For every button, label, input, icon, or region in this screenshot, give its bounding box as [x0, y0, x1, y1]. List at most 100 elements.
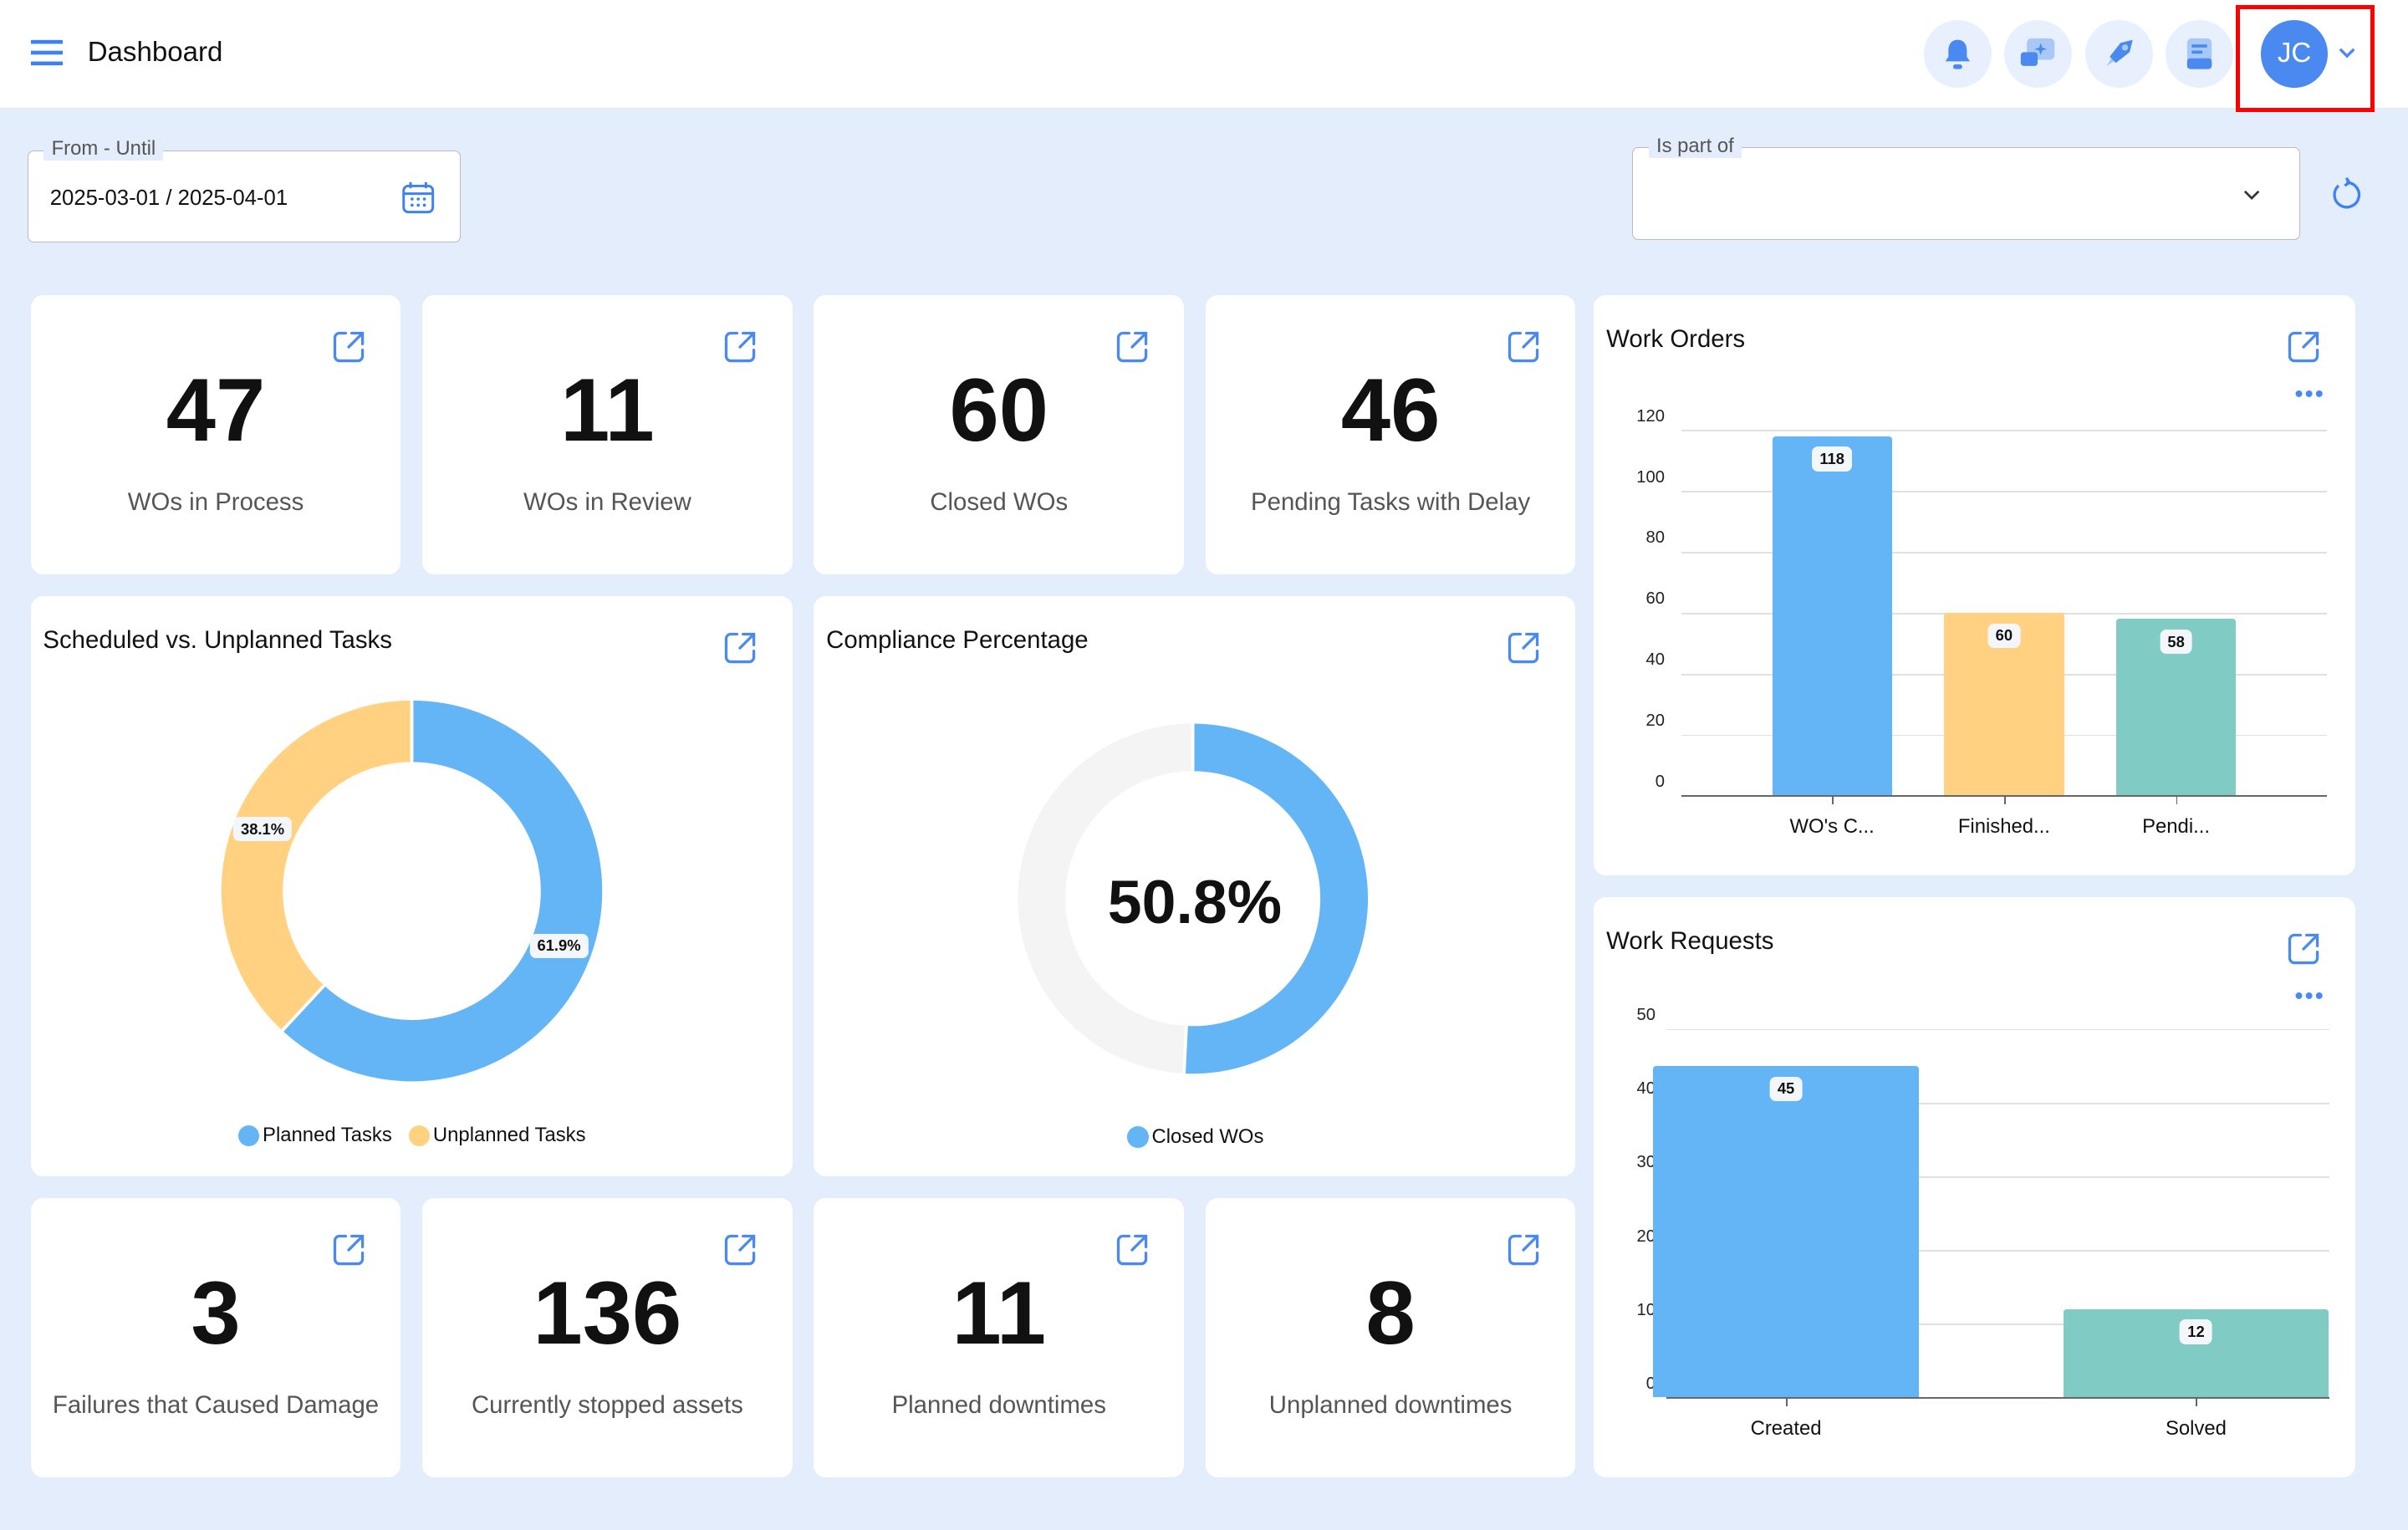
- open-external-icon[interactable]: [1114, 1232, 1150, 1268]
- highlight-box: [2236, 4, 2375, 113]
- kpi-card[interactable]: 8 Unplanned downtimes: [1205, 1197, 1576, 1477]
- rocket-button[interactable]: [2085, 19, 2154, 88]
- y-tick-label: 0: [1645, 1374, 1656, 1393]
- y-tick-label: 0: [1655, 772, 1665, 791]
- chevron-down-icon: [2243, 190, 2259, 200]
- ai-chat-button[interactable]: [2003, 19, 2072, 88]
- data-label: 60: [1987, 623, 2021, 649]
- kpi-value: 11: [951, 1262, 1047, 1363]
- legend-label: Unplanned Tasks: [432, 1124, 586, 1147]
- is-part-of-label: Is part of: [1648, 134, 1742, 158]
- kpi-card[interactable]: 60 Closed WOs: [814, 294, 1185, 574]
- y-tick-label: 40: [1636, 1079, 1656, 1099]
- calendar-icon[interactable]: [401, 181, 435, 214]
- kpi-card[interactable]: 136 Currently stopped assets: [422, 1197, 793, 1477]
- data-label: 61.9%: [529, 933, 589, 959]
- legend-item-planned[interactable]: Planned Tasks: [237, 1124, 392, 1147]
- donut-slice[interactable]: [1182, 720, 1372, 1077]
- open-external-icon[interactable]: [1114, 329, 1150, 365]
- legend-item-unplanned[interactable]: Unplanned Tasks: [408, 1124, 586, 1147]
- more-options-icon[interactable]: •••: [2294, 982, 2325, 1011]
- y-tick-label: 80: [1645, 528, 1665, 548]
- page-title: Dashboard: [87, 37, 223, 69]
- open-external-icon[interactable]: [330, 329, 367, 365]
- kpi-label: WOs in Review: [523, 488, 691, 517]
- kpi-value: 46: [1340, 360, 1441, 460]
- y-tick-label: 40: [1645, 650, 1665, 670]
- kpi-card[interactable]: 47 WOs in Process: [30, 294, 401, 574]
- bar[interactable]: [1653, 1065, 1919, 1398]
- x-tick: [1786, 1397, 1788, 1407]
- kpi-label: WOs in Process: [127, 488, 304, 517]
- kpi-value: 11: [560, 360, 655, 460]
- gridline: [1666, 1176, 2330, 1178]
- card-title: Work Orders: [1606, 325, 1746, 354]
- y-tick-label: 10: [1636, 1300, 1656, 1319]
- kpi-value: 47: [166, 360, 266, 460]
- donut-remainder[interactable]: [1015, 720, 1195, 1077]
- docs-button[interactable]: [2165, 19, 2233, 88]
- y-tick-label: 50: [1636, 1006, 1656, 1025]
- x-tick-label: WO's C...: [1789, 815, 1875, 839]
- open-external-icon[interactable]: [722, 630, 758, 666]
- more-options-icon[interactable]: •••: [2294, 380, 2325, 409]
- compliance-card: Compliance Percentage 50.8% Closed WOs: [814, 595, 1576, 1176]
- kpi-label: Failures that Caused Damage: [52, 1391, 380, 1420]
- chevron-down-icon[interactable]: [2339, 48, 2355, 60]
- open-external-icon[interactable]: [2285, 329, 2322, 365]
- data-label: 118: [1812, 446, 1853, 472]
- bar-chart: 0 10 20 30 40 50 45 Created 12 Solved: [1594, 897, 2355, 1477]
- y-tick-label: 100: [1636, 467, 1665, 487]
- user-avatar[interactable]: JC: [2260, 19, 2329, 88]
- data-label: 38.1%: [232, 817, 293, 842]
- legend-item-closed[interactable]: Closed WOs: [1127, 1125, 1263, 1149]
- open-external-icon[interactable]: [1505, 329, 1542, 365]
- x-tick: [2196, 1397, 2198, 1407]
- kpi-value: 60: [949, 360, 1048, 460]
- y-tick-label: 30: [1636, 1153, 1656, 1172]
- kpi-card[interactable]: 11 WOs in Review: [422, 294, 793, 574]
- card-title: Scheduled vs. Unplanned Tasks: [43, 626, 392, 655]
- gridline: [1666, 1102, 2330, 1104]
- open-external-icon[interactable]: [722, 1232, 758, 1268]
- bell-icon: [1946, 39, 1971, 69]
- bar-chart: 0 20 40 60 80 100 120 118 WO's C... 60 F…: [1594, 295, 2355, 875]
- y-tick-label: 60: [1645, 589, 1665, 609]
- donut-slice[interactable]: [217, 696, 414, 1034]
- gridline: [1666, 1250, 2330, 1252]
- x-tick: [2003, 795, 2006, 805]
- open-external-icon[interactable]: [330, 1232, 367, 1268]
- is-part-of-select[interactable]: Is part of: [1632, 134, 2301, 240]
- x-tick: [1832, 795, 1834, 805]
- open-external-icon[interactable]: [1505, 1232, 1542, 1268]
- gridline: [1681, 491, 2327, 492]
- center-label: 50.8%: [1107, 866, 1283, 936]
- bar[interactable]: [1772, 436, 1892, 796]
- refresh-icon[interactable]: [2329, 176, 2366, 213]
- gridline: [1666, 1028, 2330, 1031]
- menu-icon[interactable]: [30, 38, 64, 66]
- donut-chart: [1015, 720, 1372, 1077]
- card-title: Work Requests: [1606, 927, 1774, 956]
- date-range-field[interactable]: From - Until 2025-03-01 / 2025-04-01: [28, 137, 461, 243]
- notifications-button[interactable]: [1924, 19, 1992, 88]
- legend-label: Planned Tasks: [263, 1124, 392, 1147]
- date-range-value: 2025-03-01 / 2025-04-01: [49, 186, 288, 211]
- legend-label: Closed WOs: [1151, 1125, 1264, 1149]
- card-title: Compliance Percentage: [826, 626, 1089, 655]
- x-tick: [2176, 795, 2178, 805]
- kpi-card[interactable]: 3 Failures that Caused Damage: [30, 1197, 401, 1477]
- kpi-label: Planned downtimes: [891, 1391, 1106, 1420]
- legend-swatch: [408, 1125, 431, 1147]
- data-label: 58: [2160, 629, 2192, 655]
- kpi-card[interactable]: 46 Pending Tasks with Delay: [1205, 294, 1576, 574]
- kpi-card[interactable]: 11 Planned downtimes: [814, 1197, 1185, 1477]
- ai-chat-icon: [2021, 38, 2055, 66]
- kpi-label: Unplanned downtimes: [1268, 1391, 1513, 1420]
- open-external-icon[interactable]: [1505, 630, 1542, 666]
- y-tick-label: 120: [1636, 406, 1665, 426]
- open-external-icon[interactable]: [2285, 931, 2322, 967]
- donut-slice[interactable]: [278, 696, 605, 1084]
- data-label: 12: [2180, 1319, 2212, 1344]
- open-external-icon[interactable]: [722, 329, 758, 365]
